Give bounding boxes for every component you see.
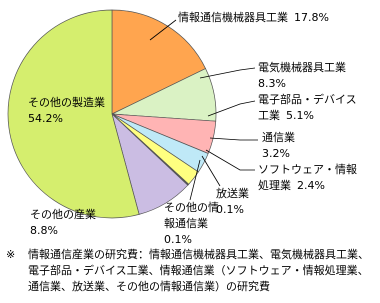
category-label: 通信業 [262,131,295,144]
slice-label: 通信業 3.2% [262,130,342,162]
slice-label: 情報通信機械器具工業 17.8% [178,10,378,26]
value-label: 0.1% [216,203,244,216]
value-label: 5.1% [286,109,314,122]
category-label: 放送業 [216,187,249,200]
leader-line [205,149,255,171]
leader-line [199,67,256,79]
value-label: 17.8% [294,11,329,24]
pie-slice [7,9,140,219]
leader-line [149,19,177,41]
pie-slice [111,9,207,115]
category-label: ソフトウェア・情報処理業 [258,163,357,192]
slice-label: ソフトウェア・情報処理業 2.4% [258,162,362,194]
leader-line [189,159,201,201]
category-label: 情報通信機械器具工業 [178,11,288,24]
value-label: 8.3% [258,77,286,90]
leader-line [201,155,221,187]
note-mark: ※ [6,248,16,261]
slice-label: 電気機械器具工業 8.3% [258,60,368,92]
slice-label: その他の情報通信業 0.1% [164,200,224,248]
slice-label: 放送業 0.1% [216,186,276,218]
category-label: 電子部品・デバイス工業 [258,93,357,122]
slice-label: その他の製造業 54.2% [28,95,128,127]
value-label: 54.2% [28,112,63,125]
leader-lines [149,19,258,201]
value-label: 0.1% [164,233,192,246]
leader-line [207,100,256,117]
note: 情報通信産業の研究費：情報通信機械器具工業、電気機械器具工業、電子部品・デバイス… [28,248,369,293]
value-label: 8.8% [30,224,58,237]
category-label: その他の産業 [30,208,96,221]
category-label: その他の情報通信業 [164,201,219,230]
leader-line [209,137,258,141]
slice-label: 電子部品・デバイス工業 5.1% [258,92,362,124]
category-label: その他の製造業 [28,96,105,109]
category-label: 電気機械器具工業 [258,61,346,74]
value-label: 3.2% [262,147,290,160]
slice-label: その他の産業 8.8% [30,207,120,239]
value-label: 2.4% [297,179,325,192]
chart [7,9,258,219]
